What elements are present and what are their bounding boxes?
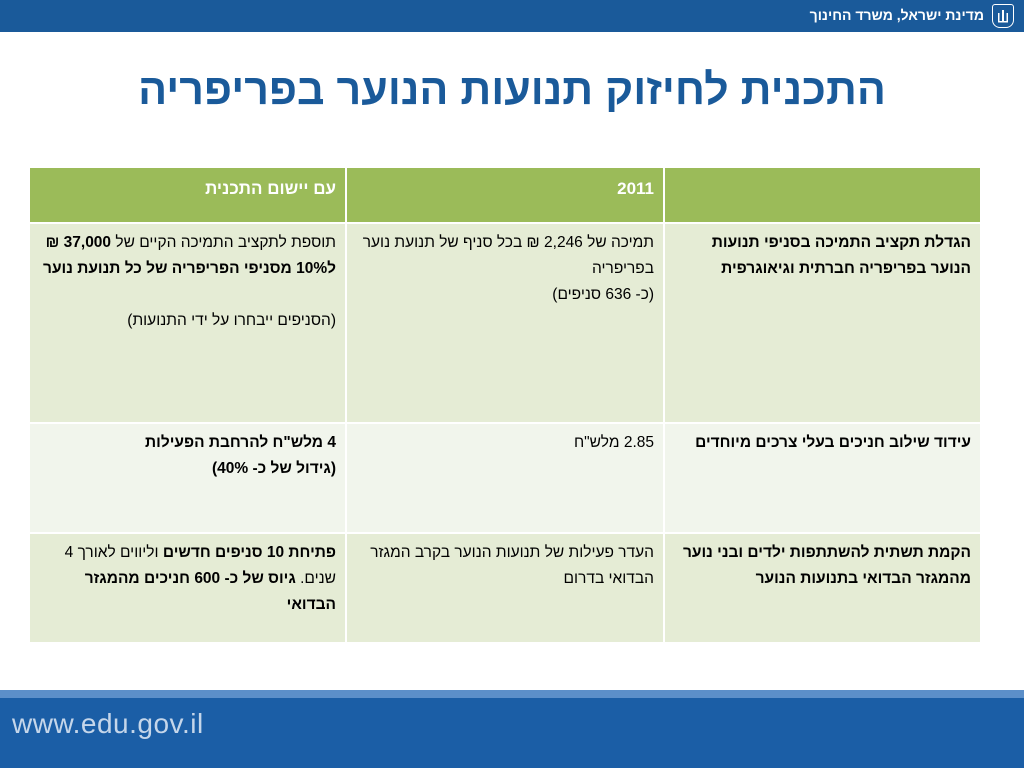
row-plan-text: תוספת לתקציב התמיכה הקיים של <box>115 234 336 251</box>
row-topic: הקמת תשתית להשתתפות ילדים ובני נוער מהמג… <box>663 532 982 644</box>
table-row: עידוד שילוב חניכים בעלי צרכים מיוחדים 2.… <box>28 422 982 534</box>
program-table: 2011 עם יישום התכנית הגדלת תקציב התמיכה … <box>28 166 982 644</box>
row-2011-text: תמיכה של 2,246 ₪ בכל סניף של תנועת נוער … <box>362 234 654 277</box>
column-header-2011: 2011 <box>345 166 665 224</box>
row-plan-bold: 4 מלש"ח להרחבת הפעילות <box>145 434 336 451</box>
table-row: הקמת תשתית להשתתפות ילדים ובני נוער מהמג… <box>28 532 982 644</box>
column-header-topic <box>663 166 982 224</box>
row-2011-value: 2.85 מלש"ח <box>345 422 665 534</box>
footer-bar: www.edu.gov.il <box>0 690 1024 768</box>
row-plan-bold: גיוס של כ- 600 חניכים מהמגזר הבדואי <box>84 570 336 613</box>
row-plan-bold: פתיחת 10 סניפים חדשים <box>162 544 336 561</box>
table-row: הגדלת תקציב התמיכה בסניפי תנועות הנוער ב… <box>28 222 982 424</box>
row-plan-value: תוספת לתקציב התמיכה הקיים של 37,000 ₪ ל1… <box>28 222 347 424</box>
row-plan-note: (הסניפים ייבחרו על ידי התנועות) <box>127 312 336 329</box>
row-plan-value: 4 מלש"ח להרחבת הפעילות (גידול של כ- 40%) <box>28 422 347 534</box>
row-2011-value: תמיכה של 2,246 ₪ בכל סניף של תנועת נוער … <box>345 222 665 424</box>
page-title: התכנית לחיזוק תנועות הנוער בפריפריה <box>138 66 886 114</box>
organization-name: מדינת ישראל, משרד החינוך <box>809 7 984 23</box>
table-header-row: 2011 עם יישום התכנית <box>28 166 982 224</box>
footer-stripe <box>0 690 1024 698</box>
row-2011-value: העדר פעילות של תנועות הנוער בקרב המגזר ה… <box>345 532 665 644</box>
footer-url: www.edu.gov.il <box>12 708 204 739</box>
column-header-plan: עם יישום התכנית <box>28 166 347 224</box>
row-plan-value: פתיחת 10 סניפים חדשים וליווים לאורך 4 שנ… <box>28 532 347 644</box>
top-bar: מדינת ישראל, משרד החינוך <box>0 0 1024 32</box>
row-plan-note: (גידול של כ- 40%) <box>211 460 336 477</box>
row-topic: עידוד שילוב חניכים בעלי צרכים מיוחדים <box>663 422 982 534</box>
row-topic: הגדלת תקציב התמיכה בסניפי תנועות הנוער ב… <box>663 222 982 424</box>
row-2011-note: (כ- 636 סניפים) <box>552 286 654 303</box>
state-emblem-icon <box>992 4 1014 28</box>
row-plan-bold: 37,000 ₪ ל10% מסניפי הפריפריה של כל תנוע… <box>43 234 336 277</box>
row-plan-text: וליווים לאורך 4 שנים. <box>64 544 336 587</box>
